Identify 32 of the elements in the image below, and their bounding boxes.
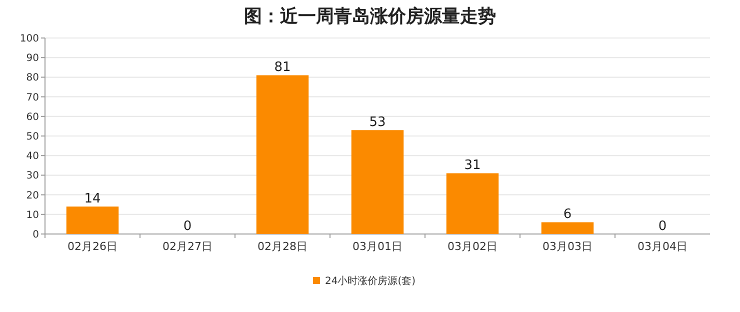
data-label: 0 bbox=[183, 219, 192, 234]
x-tick-label: 03月02日 bbox=[448, 240, 498, 253]
y-tick-label: 50 bbox=[26, 132, 39, 142]
y-tick-label: 90 bbox=[26, 53, 39, 64]
x-tick-label: 02月28日 bbox=[258, 240, 308, 253]
y-tick-label: 60 bbox=[26, 112, 39, 123]
data-label: 31 bbox=[464, 158, 481, 174]
data-label: 81 bbox=[274, 60, 291, 76]
x-tick-label: 02月27日 bbox=[162, 240, 212, 253]
y-tick-label: 30 bbox=[26, 170, 39, 182]
x-tick-label: 03月04日 bbox=[638, 240, 688, 253]
x-tick-label: 03月03日 bbox=[542, 240, 592, 253]
y-tick-label: 40 bbox=[26, 151, 39, 162]
bar bbox=[256, 75, 309, 234]
bar bbox=[351, 130, 404, 234]
x-tick-label: 03月01日 bbox=[352, 240, 402, 253]
data-label: 14 bbox=[84, 192, 101, 207]
x-tick-label: 02月26日 bbox=[68, 240, 118, 253]
y-tick-label: 100 bbox=[20, 34, 39, 44]
legend-label: 24小时涨价房源(套) bbox=[325, 275, 416, 287]
y-tick-label: 10 bbox=[26, 210, 39, 221]
chart-title: 图：近一周青岛涨价房源量走势 bbox=[244, 6, 496, 27]
data-label: 6 bbox=[563, 207, 572, 222]
bar bbox=[541, 222, 594, 234]
bar bbox=[446, 173, 499, 234]
y-tick-label: 80 bbox=[26, 72, 39, 84]
data-label: 0 bbox=[658, 219, 667, 234]
bar bbox=[66, 206, 119, 234]
y-tick-label: 20 bbox=[26, 190, 39, 202]
data-label: 53 bbox=[369, 115, 386, 130]
y-tick-label: 70 bbox=[26, 92, 39, 104]
y-tick-label: 0 bbox=[32, 230, 39, 240]
